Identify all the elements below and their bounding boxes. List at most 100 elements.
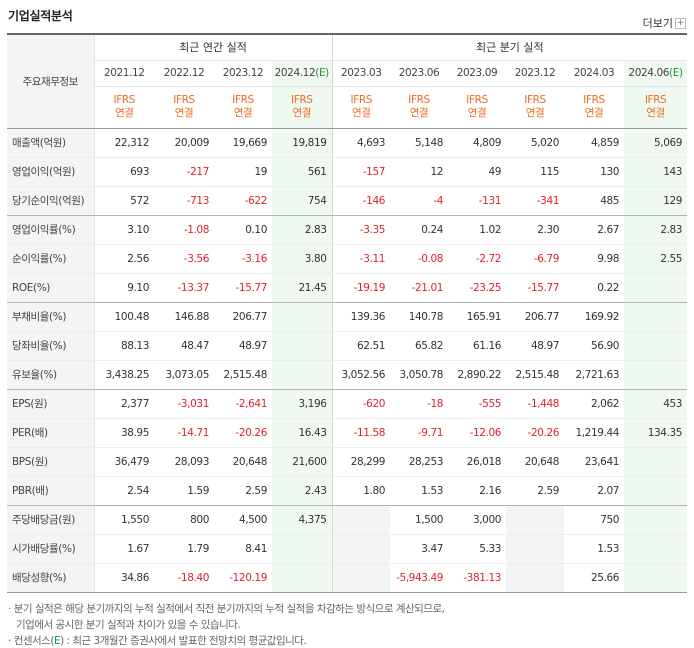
table-row: ROE(%) 9.10 -13.37 -15.77 21.45 -19.19 -21.01-… (7, 273, 688, 303)
table-cell: 19 (214, 157, 272, 187)
period-label: 2023.03 (340, 67, 382, 79)
table-cell: 88.13 (94, 331, 154, 361)
table-cell: 26,018 (448, 447, 507, 477)
more-label[interactable]: 더보기 (642, 17, 673, 30)
table-cell: 2.43 (272, 476, 333, 506)
table-cell: -381.13 (448, 563, 507, 593)
table-cell: -341 (506, 186, 565, 216)
row-label: 주당배당금(원) (7, 505, 95, 535)
table-cell: -217 (154, 157, 214, 187)
basis-header: IFRS 연결 (272, 86, 333, 129)
table-cell: 3,000 (448, 505, 507, 535)
table-cell: 1.59 (154, 476, 214, 506)
footnotes: · 분기 실적은 해당 분기까지의 누적 실적에서 직전 분기까지의 누적 실적… (8, 601, 445, 648)
row-label: 당좌비율(%) (7, 331, 95, 361)
row-label: 매출액(억원) (7, 128, 95, 158)
basis-consolidated: 연결 (467, 107, 487, 119)
table-cell: -11.58 (331, 418, 391, 448)
table-cell: 5,069 (624, 128, 688, 158)
more-link[interactable]: 더보기 + (643, 15, 686, 31)
table-cell: -3.56 (154, 244, 214, 274)
table-cell: 1.67 (94, 534, 154, 564)
table-cell: -0.08 (390, 244, 449, 274)
table-cell: 36,479 (94, 447, 154, 477)
table-row: PBR(배) 2.54 1.59 2.59 2.43 1.80 1.53 2.16 2.59 2.… (7, 476, 688, 506)
row-label: EPS(원) (7, 389, 95, 419)
note-consensus: · 컨센서스(E) : 최근 3개월간 증권사에서 발표한 전망치의 평균값입니… (8, 635, 307, 647)
table-cell: 2,515.48 (214, 360, 272, 390)
table-cell: 750 (564, 505, 625, 535)
table-cell: -555 (448, 389, 507, 419)
table-cell: 12 (390, 157, 449, 187)
basis-ifrs: IFRS (644, 94, 667, 106)
table-cell: 2,377 (94, 389, 154, 419)
table-cell: -15.77 (506, 273, 565, 303)
row-label: 부채비율(%) (7, 302, 95, 332)
table-cell: 206.77 (506, 302, 565, 332)
section-title: 기업실적분석 (8, 9, 73, 23)
table-cell (624, 273, 688, 303)
table-cell: 2.56 (94, 244, 154, 274)
table-cell: 2.83 (624, 215, 688, 245)
table-cell: -3.11 (331, 244, 391, 274)
table-cell: -3.35 (331, 215, 391, 245)
table-cell: -2.72 (448, 244, 507, 274)
annual-group-header: 최근 연간 실적 (94, 33, 333, 61)
table-cell: 2.30 (506, 215, 565, 245)
basis-ifrs: IFRS (173, 94, 195, 106)
table-cell (272, 331, 333, 361)
period-label: 2021.12 (103, 67, 145, 79)
period-label: 2024.06 (628, 67, 670, 79)
table-cell: 4,375 (272, 505, 333, 535)
table-cell: 453 (624, 389, 688, 419)
basis-consolidated: 연결 (646, 107, 665, 119)
table-cell: 2.55 (624, 244, 688, 274)
table-cell (331, 505, 391, 535)
table-cell (272, 534, 333, 564)
table-cell (624, 447, 688, 477)
table-cell: -131 (448, 186, 507, 216)
table-row: 순이익률(%) 2.56 -3.56 -3.16 3.80 -3.11 -0.08 -2.72… (7, 244, 688, 274)
table-cell: 2.07 (564, 476, 625, 506)
table-row: EPS(원) 2,377 -3,031 -2,641 3,196 -620 -18 -555-… (7, 389, 688, 419)
table-cell: 48.97 (506, 331, 565, 361)
table-cell: 1.53 (564, 534, 625, 564)
basis-header: IFRS 연결 (154, 86, 214, 129)
row-label: ROE(%) (7, 273, 95, 303)
table-row: 매출액(억원) 22,312 20,009 19,669 19,819 4,693 5,14… (7, 128, 688, 158)
estimate-mark: (E) (315, 67, 329, 79)
table-cell: 1.79 (154, 534, 214, 564)
table-cell: 9.10 (94, 273, 154, 303)
table-cell: 4,859 (564, 128, 625, 158)
period-label: 2023.06 (398, 67, 440, 79)
table-cell: 754 (272, 186, 333, 216)
table-cell: 129 (624, 186, 688, 216)
table-row: 배당성향(%) 34.86 -18.40 -120.19 -5,943.49 -381.1… (7, 563, 688, 593)
table-cell: 100.48 (94, 302, 154, 332)
basis-ifrs: IFRS (350, 94, 373, 106)
table-cell: 9.98 (564, 244, 625, 274)
table-cell: 0.24 (390, 215, 449, 245)
table-cell (331, 563, 391, 593)
table-cell: -19.19 (331, 273, 391, 303)
table-cell: 139.36 (331, 302, 391, 332)
table-cell: 21.45 (272, 273, 333, 303)
table-cell: 28,093 (154, 447, 214, 477)
table-cell: 61.16 (448, 331, 507, 361)
plus-icon[interactable]: + (675, 17, 686, 29)
table-cell: -15.77 (214, 273, 272, 303)
table-cell: -157 (331, 157, 391, 187)
table-cell (624, 360, 688, 390)
table-row: 부채비율(%) 100.48 146.88 206.77 139.36 140.78 165… (7, 302, 688, 332)
table-cell: -622 (214, 186, 272, 216)
table-cell: 4,693 (331, 128, 391, 158)
basis-header: IFRS 연결 (94, 86, 154, 129)
table-cell: 2.54 (94, 476, 154, 506)
table-cell: 20,648 (214, 447, 272, 477)
row-label: 영업이익(억원) (7, 157, 95, 187)
table-cell: 19,819 (272, 128, 333, 158)
table-cell: 1,219.44 (564, 418, 625, 448)
table-cell: 22,312 (94, 128, 154, 158)
table-cell: -23.25 (448, 273, 507, 303)
row-label: 순이익률(%) (7, 244, 95, 274)
